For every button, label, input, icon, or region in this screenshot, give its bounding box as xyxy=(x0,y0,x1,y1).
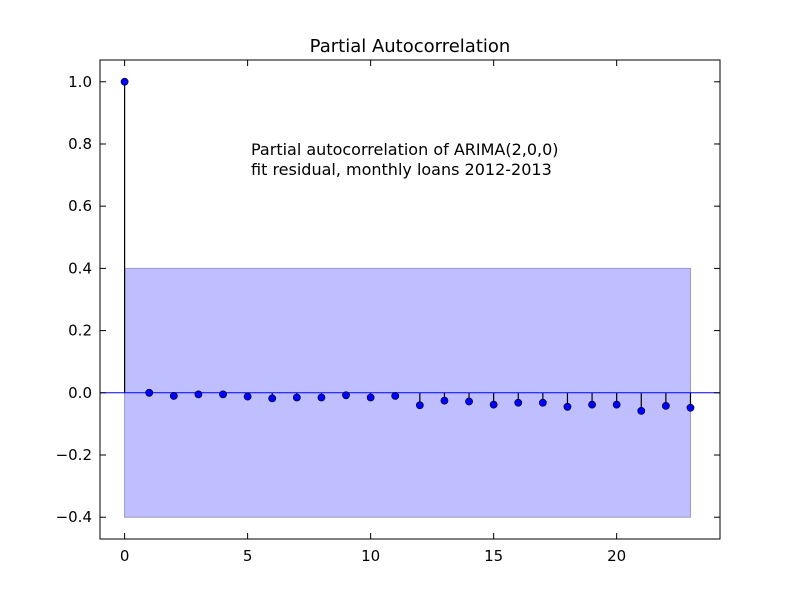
axes-frame xyxy=(99,59,721,540)
data-point xyxy=(538,398,547,407)
y-tick-label: 0.8 xyxy=(68,135,92,153)
data-point xyxy=(194,390,203,399)
y-tick-label: 0.6 xyxy=(68,197,92,215)
data-point xyxy=(686,403,695,412)
annotation-line-1: Partial autocorrelation of ARIMA(2,0,0) xyxy=(251,140,559,159)
data-point xyxy=(563,402,572,411)
data-point xyxy=(317,393,326,402)
tick-layer: 0 5 10 15 20 −0.4 −0.2 0.0 0.2 0.4 0.6 0.8 1.0 xyxy=(56,60,720,565)
data-point xyxy=(514,398,523,407)
data-point xyxy=(120,77,129,86)
y-tick-label: −0.4 xyxy=(56,508,92,526)
x-tick-label: 0 xyxy=(120,547,130,565)
annotation-line-2: fit residual, monthly loans 2012-2013 xyxy=(251,160,552,179)
data-point xyxy=(588,400,596,409)
data-point xyxy=(145,388,154,397)
y-tick-label: 0.2 xyxy=(68,322,92,340)
data-point xyxy=(637,406,646,415)
y-tick-label: −0.2 xyxy=(56,446,92,464)
data-point xyxy=(612,400,621,409)
data-point xyxy=(465,397,473,406)
data-point xyxy=(268,394,277,403)
data-point xyxy=(391,392,400,400)
chart-title: Partial Autocorrelation xyxy=(310,36,511,57)
y-tick-label: 0.4 xyxy=(68,259,92,277)
data-point xyxy=(219,390,227,399)
data-point xyxy=(366,393,375,402)
x-tick-label: 15 xyxy=(484,547,503,565)
x-tick-label: 5 xyxy=(243,547,253,565)
data-point xyxy=(661,401,670,410)
x-tick-label: 20 xyxy=(607,547,626,565)
marker-layer xyxy=(120,77,695,415)
y-tick-label: 0.0 xyxy=(68,384,92,402)
y-tick-label: 1.0 xyxy=(68,73,92,91)
data-point xyxy=(243,392,252,401)
data-point xyxy=(342,391,350,400)
data-point xyxy=(489,400,498,409)
data-point xyxy=(169,392,178,400)
data-point xyxy=(415,401,424,410)
chart-annotation: Partial autocorrelation of ARIMA(2,0,0) … xyxy=(251,140,564,179)
x-tick-label: 10 xyxy=(361,547,380,565)
data-point xyxy=(292,393,301,402)
data-point xyxy=(440,396,449,405)
